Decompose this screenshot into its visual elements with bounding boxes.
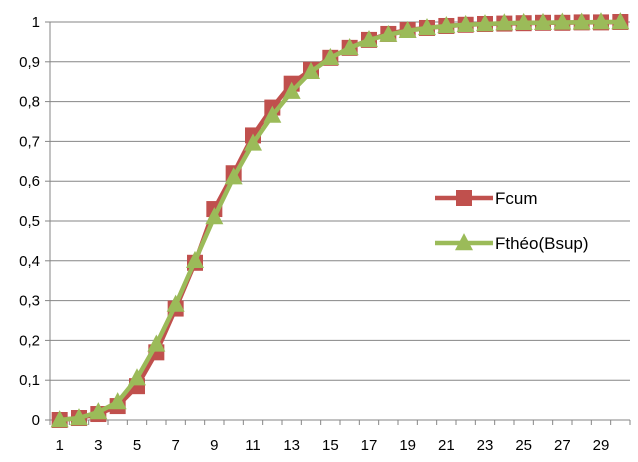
y-tick-label: 0,6 — [19, 173, 40, 190]
y-tick-label: 1 — [32, 14, 40, 31]
data-point — [263, 105, 282, 123]
data-point — [534, 12, 552, 30]
data-point — [418, 18, 436, 36]
legend-square-marker — [456, 190, 472, 206]
x-tick-label: 25 — [515, 437, 532, 454]
x-tick-label: 1 — [55, 437, 63, 454]
data-point — [611, 12, 630, 30]
data-point — [476, 14, 494, 32]
x-tick-label: 11 — [245, 437, 261, 454]
legend-label: Fthéo(Bsup) — [495, 234, 589, 253]
x-tick-label: 3 — [94, 437, 102, 454]
data-point — [553, 12, 572, 30]
data-point — [572, 12, 591, 30]
axes: 00,10,20,30,40,50,60,70,80,911 3 5 7 9 11 13 15… — [19, 14, 631, 454]
y-tick-label: 0,4 — [19, 253, 40, 270]
data-point — [244, 133, 262, 151]
data-point — [205, 207, 224, 225]
x-tick-label: 17 — [361, 437, 378, 454]
data-point — [108, 392, 127, 410]
data-point — [321, 47, 340, 66]
y-tick-label: 0,1 — [19, 372, 40, 389]
data-point — [360, 29, 378, 48]
legend-triangle-marker — [455, 233, 473, 251]
y-tick-label: 0,3 — [19, 293, 40, 310]
gridlines — [50, 21, 630, 381]
y-tick-label: 0,8 — [19, 94, 40, 111]
data-point — [70, 408, 88, 426]
x-tick-label: 15 — [322, 437, 339, 454]
x-tick-label: 23 — [477, 437, 494, 454]
x-tick-label: 27 — [554, 437, 571, 454]
data-point — [147, 334, 166, 352]
legend-label: Fcum — [495, 189, 538, 208]
data-point — [186, 250, 204, 268]
legend: Fcum Fthéo(Bsup) — [435, 189, 589, 253]
data-point — [340, 37, 359, 56]
data-point — [456, 14, 475, 32]
data-point — [495, 13, 514, 31]
y-tick-label: 0,9 — [19, 54, 40, 71]
x-tick-label: 5 — [133, 437, 141, 454]
series-ftheo — [50, 12, 630, 428]
data-point — [514, 12, 533, 30]
data-point — [224, 167, 243, 185]
data-point — [128, 368, 146, 386]
y-tick-label: 0,2 — [19, 332, 40, 349]
data-point — [89, 402, 108, 420]
data-point — [379, 24, 398, 42]
x-tick-label: 9 — [210, 437, 218, 454]
y-tick-label: 0,5 — [19, 213, 40, 230]
data-point — [282, 81, 301, 99]
data-point — [302, 61, 320, 79]
y-tick-label: 0 — [32, 412, 40, 429]
x-tick-label: 13 — [283, 437, 300, 454]
y-tick-label: 0,7 — [19, 133, 40, 150]
data-point — [437, 16, 456, 34]
x-tick-label: 19 — [399, 437, 416, 454]
data-point — [166, 294, 185, 312]
data-point — [398, 20, 417, 38]
series-layer — [50, 12, 630, 428]
x-tick-label: 7 — [171, 437, 179, 454]
x-tick-label: 21 — [438, 437, 455, 454]
x-tick-label: 29 — [593, 437, 610, 454]
data-point — [50, 410, 69, 428]
data-point — [592, 12, 610, 30]
